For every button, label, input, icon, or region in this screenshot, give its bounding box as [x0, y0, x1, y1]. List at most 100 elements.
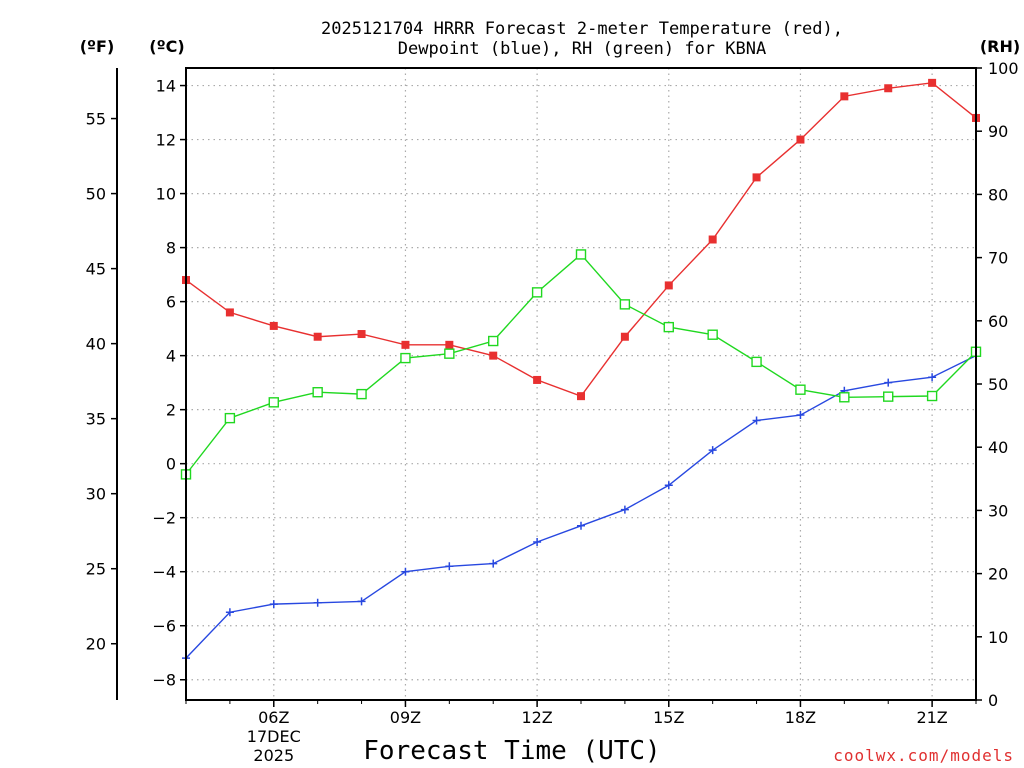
rh-point — [531, 287, 543, 298]
rh-point — [619, 299, 631, 310]
celsius-unit-label: (ºC) — [149, 37, 184, 56]
temperature-point — [708, 235, 717, 244]
date-label: 2025 — [253, 746, 294, 765]
rh-point — [268, 397, 279, 408]
rh-point — [926, 390, 938, 402]
dewpoint-point — [884, 378, 893, 387]
dewpoint-point — [357, 597, 366, 606]
rh-tick-label: 30 — [988, 501, 1008, 520]
rh-point — [839, 392, 850, 403]
temperature-point — [577, 392, 585, 401]
data-series — [180, 78, 982, 663]
time-tick-label: 09Z — [390, 708, 421, 727]
rh-tick-label: 20 — [988, 565, 1008, 584]
temperature-line — [185, 82, 977, 397]
celsius-tick-label: −4 — [152, 563, 176, 582]
temperature-point — [269, 321, 278, 330]
dewpoint-point — [225, 608, 234, 617]
rh-tick-label: 50 — [988, 375, 1008, 394]
rh-point — [312, 387, 323, 398]
celsius-tick-label: 4 — [166, 347, 176, 366]
time-tick-label: 12Z — [521, 708, 552, 727]
fahrenheit-unit-label: (ºF) — [80, 37, 115, 56]
time-tick-label: 15Z — [653, 708, 684, 727]
rh-point — [751, 356, 762, 368]
rh-point — [883, 391, 894, 402]
rh-point — [224, 412, 236, 424]
dewpoint-point — [401, 567, 410, 576]
celsius-tick-label: −6 — [152, 617, 176, 636]
celsius-tick-label: 12 — [156, 131, 176, 150]
dewpoint-point — [752, 416, 761, 425]
temperature-point — [489, 351, 498, 360]
rh-point — [707, 329, 718, 340]
rh-tick-label: 100 — [988, 59, 1019, 78]
fahrenheit-tick-label: 45 — [86, 260, 106, 279]
dewpoint-point — [445, 562, 454, 571]
time-tick-label: 18Z — [785, 708, 816, 727]
dewpoint-point — [577, 521, 585, 530]
celsius-tick-label: 0 — [166, 455, 176, 474]
dewpoint-point — [313, 598, 322, 607]
temperature-point — [445, 340, 454, 349]
grid-lines — [186, 68, 976, 700]
fahrenheit-tick-label: 55 — [86, 110, 106, 129]
temperature-point — [884, 84, 893, 93]
rh-point — [488, 335, 499, 347]
rh-axis: 0 10 20 30 40 50 60 70 80 90 100 — [976, 59, 1019, 710]
temperature-point — [752, 173, 761, 182]
rh-tick-label: 10 — [988, 628, 1008, 647]
rh-point — [400, 352, 411, 364]
temperature-point — [928, 78, 937, 87]
temperature-point — [796, 135, 805, 144]
x-axis-label: Forecast Time (UTC) — [363, 736, 660, 766]
fahrenheit-tick-label: 30 — [86, 485, 106, 504]
rh-tick-label: 90 — [988, 122, 1008, 141]
fahrenheit-tick-label: 35 — [86, 410, 106, 429]
fahrenheit-tick-label: 40 — [86, 335, 106, 354]
dewpoint-point — [928, 373, 937, 382]
time-tick-label: 21Z — [916, 708, 947, 727]
dewpoint-point — [664, 481, 673, 490]
dewpoint-point — [708, 446, 717, 455]
temperature-point — [225, 308, 234, 317]
temperature-point — [840, 92, 849, 101]
plot-frame — [185, 67, 977, 701]
time-tick-label: 06Z — [258, 708, 289, 727]
rh-point — [663, 321, 674, 333]
celsius-tick-label: 6 — [166, 293, 176, 312]
dewpoint-point — [620, 505, 629, 514]
rh-point — [575, 249, 587, 260]
dewpoint-point — [533, 538, 542, 546]
temperature-point — [664, 281, 673, 290]
dewpoint-point — [269, 600, 278, 609]
celsius-tick-label: 2 — [166, 401, 176, 420]
celsius-tick-label: 10 — [156, 185, 176, 204]
celsius-tick-label: 14 — [156, 77, 176, 96]
rh-point — [444, 348, 455, 359]
rh-tick-label: 40 — [988, 438, 1008, 457]
rh-tick-label: 60 — [988, 312, 1008, 331]
fahrenheit-tick-label: 25 — [86, 560, 106, 579]
dewpoint-point — [796, 411, 805, 420]
rh-tick-label: 70 — [988, 249, 1008, 268]
rh-point — [356, 388, 367, 400]
rh-tick-label: 80 — [988, 185, 1008, 204]
rh-unit-label: (RH) — [980, 37, 1020, 56]
celsius-tick-label: 8 — [166, 239, 176, 258]
date-label: 17DEC — [247, 727, 301, 746]
chart-title-line-2: Dewpoint (blue), RH (green) for KBNA — [398, 39, 766, 59]
chart-title-line-1: 2025121704 HRRR Forecast 2-meter Tempera… — [321, 19, 843, 39]
dewpoint-point — [489, 559, 498, 568]
rh-line — [185, 253, 977, 475]
temperature-point — [313, 332, 322, 341]
temperature-point — [357, 330, 366, 339]
celsius-tick-label: −8 — [152, 671, 176, 690]
fahrenheit-tick-label: 50 — [86, 185, 106, 204]
fahrenheit-axis: 20 25 30 35 40 45 50 55 — [86, 68, 118, 700]
rh-tick-label: 0 — [988, 691, 998, 710]
dewpoint-line — [185, 355, 977, 659]
temperature-point — [533, 375, 542, 384]
